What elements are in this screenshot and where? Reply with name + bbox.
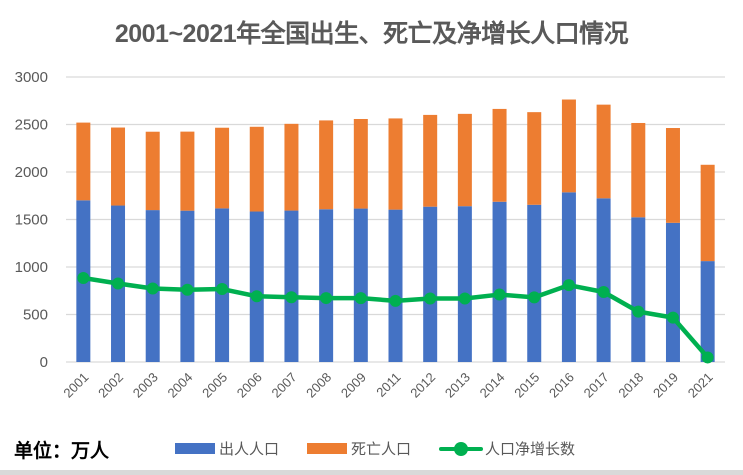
- x-tick-label: 2017: [581, 370, 612, 401]
- bar-deaths[interactable]: [111, 127, 126, 206]
- net-growth-point[interactable]: [528, 291, 541, 304]
- y-tick-label: 3000: [15, 69, 48, 86]
- x-tick-label: 2007: [269, 370, 300, 401]
- net-growth-point[interactable]: [632, 305, 645, 318]
- net-growth-point[interactable]: [562, 279, 575, 292]
- bar-deaths[interactable]: [665, 128, 680, 223]
- x-tick-label: 2011: [373, 370, 403, 400]
- net-growth-point[interactable]: [597, 285, 610, 298]
- legend-item-net-growth[interactable]: 人口净增长数: [439, 438, 575, 459]
- x-tick-label: 2003: [130, 370, 161, 401]
- legend-label-deaths: 死亡人口: [351, 440, 412, 458]
- y-tick-label: 0: [40, 354, 48, 371]
- bar-deaths[interactable]: [145, 131, 160, 211]
- net-growth-point[interactable]: [424, 292, 437, 305]
- net-growth-point[interactable]: [181, 283, 194, 296]
- bar-births[interactable]: [631, 217, 646, 362]
- legend-swatch-net-growth: [439, 441, 484, 456]
- bar-deaths[interactable]: [561, 99, 576, 193]
- bar-deaths[interactable]: [319, 120, 334, 210]
- bar-births[interactable]: [284, 210, 299, 362]
- bar-deaths[interactable]: [457, 113, 472, 207]
- x-tick-label: 2016: [546, 370, 577, 401]
- y-tick-label: 2000: [15, 164, 48, 181]
- bars: [76, 99, 715, 362]
- bar-deaths[interactable]: [492, 108, 507, 202]
- net-growth-point[interactable]: [701, 351, 714, 364]
- x-tick-label: 2013: [442, 370, 473, 401]
- bar-births[interactable]: [388, 209, 403, 362]
- legend: 出人人口 死亡人口 人口净增长数: [175, 438, 603, 459]
- bar-deaths[interactable]: [76, 122, 91, 201]
- bar-births[interactable]: [319, 209, 334, 362]
- bar-deaths[interactable]: [353, 118, 368, 209]
- net-growth-point[interactable]: [354, 292, 367, 305]
- legend-item-births[interactable]: 出人人口: [175, 438, 279, 459]
- bar-births[interactable]: [700, 261, 715, 362]
- net-growth-line: [77, 272, 714, 364]
- bar-births[interactable]: [423, 206, 438, 362]
- net-growth-point[interactable]: [666, 311, 679, 324]
- x-tick-label: 2021: [685, 370, 716, 401]
- y-tick-label: 500: [23, 307, 48, 324]
- bar-births[interactable]: [492, 201, 507, 362]
- unit-label: 单位：万人: [14, 440, 110, 462]
- x-tick-label: 2002: [95, 370, 126, 401]
- bar-deaths[interactable]: [631, 122, 646, 218]
- x-tick-label: 2015: [511, 370, 542, 401]
- y-tick-label: 1000: [15, 259, 48, 276]
- y-tick-label: 2500: [15, 117, 48, 134]
- y-tick-label: 1500: [15, 212, 48, 229]
- bar-births[interactable]: [596, 198, 611, 362]
- bar-deaths[interactable]: [700, 164, 715, 262]
- x-tick-label: 2004: [164, 370, 195, 401]
- bar-deaths[interactable]: [423, 114, 438, 207]
- legend-label-births: 出人人口: [219, 440, 280, 458]
- net-growth-point[interactable]: [285, 291, 298, 304]
- bottom-divider: [0, 470, 743, 475]
- x-tick-label: 2008: [303, 370, 334, 401]
- bar-deaths[interactable]: [388, 118, 403, 210]
- net-growth-point[interactable]: [320, 292, 333, 305]
- bar-deaths[interactable]: [249, 126, 264, 212]
- bar-births[interactable]: [527, 204, 542, 362]
- net-growth-point[interactable]: [216, 283, 229, 296]
- x-tick-label: 2005: [199, 370, 230, 401]
- legend-swatch-births: [175, 443, 215, 454]
- chart-title: 2001~2021年全国出生、死亡及净增长人口情况: [114, 20, 629, 48]
- bar-deaths[interactable]: [596, 104, 611, 199]
- bar-births[interactable]: [561, 192, 576, 362]
- y-axis-ticks: 0 500 1000 1500 2000 2500 3000: [15, 69, 48, 371]
- x-axis-ticks: 2001 2002 2003 2004 2005 2006 2007 2008 2009 2011…: [60, 370, 715, 401]
- net-growth-point[interactable]: [389, 294, 402, 307]
- net-growth-point[interactable]: [250, 290, 263, 303]
- x-tick-label: 2001: [60, 370, 91, 401]
- bar-births[interactable]: [249, 211, 264, 362]
- bar-deaths[interactable]: [215, 127, 230, 209]
- net-growth-point[interactable]: [458, 292, 471, 305]
- x-tick-label: 2009: [338, 370, 369, 401]
- x-tick-label: 2012: [407, 370, 438, 401]
- x-tick-label: 2019: [650, 370, 681, 401]
- legend-label-net-growth: 人口净增长数: [485, 440, 576, 458]
- legend-item-deaths[interactable]: 死亡人口: [307, 438, 411, 459]
- bar-deaths[interactable]: [284, 123, 299, 211]
- bar-deaths[interactable]: [180, 131, 195, 211]
- x-tick-label: 2018: [615, 370, 646, 401]
- net-growth-point[interactable]: [77, 272, 90, 285]
- bar-births[interactable]: [665, 222, 680, 362]
- legend-swatch-deaths: [307, 443, 348, 454]
- x-tick-label: 2006: [234, 370, 265, 401]
- net-growth-point[interactable]: [112, 277, 125, 290]
- bar-births[interactable]: [353, 208, 368, 362]
- net-growth-point[interactable]: [146, 282, 159, 295]
- x-tick-label: 2014: [477, 370, 508, 401]
- bar-deaths[interactable]: [527, 112, 542, 205]
- net-growth-point[interactable]: [493, 288, 506, 301]
- bar-births[interactable]: [457, 206, 472, 362]
